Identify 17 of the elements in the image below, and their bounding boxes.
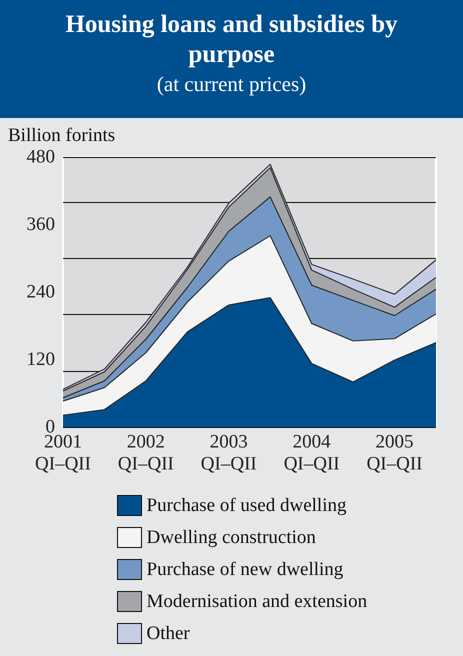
x-tick-label: 2004 QI–QII [284,432,340,474]
x-tick-label: 2005 QI–QII [366,432,423,474]
x-tick-label: 2001 QI–QII [35,432,91,474]
chart-title: Housing loans and subsidies by purpose [64,10,399,70]
x-tick-label: 2002 QI–QII [118,432,174,474]
y-tick-label: 360 [26,214,55,235]
x-tick-label: 2003 QI–QII [200,432,257,474]
y-tick-label: 480 [26,146,55,168]
y-axis-title: Billion forints [8,125,116,146]
chart-subtitle: (at current prices) [156,71,308,98]
legend-label: Dwelling construction [146,527,316,548]
legend-label: Other [146,623,190,644]
y-tick-label: 240 [26,282,55,302]
legend-label: Modernisation and extension [146,591,368,612]
legend-label: Purchase of used dwelling [146,495,347,516]
y-tick-label: 120 [26,349,55,370]
legend-label: Purchase of new dwelling [146,559,344,580]
